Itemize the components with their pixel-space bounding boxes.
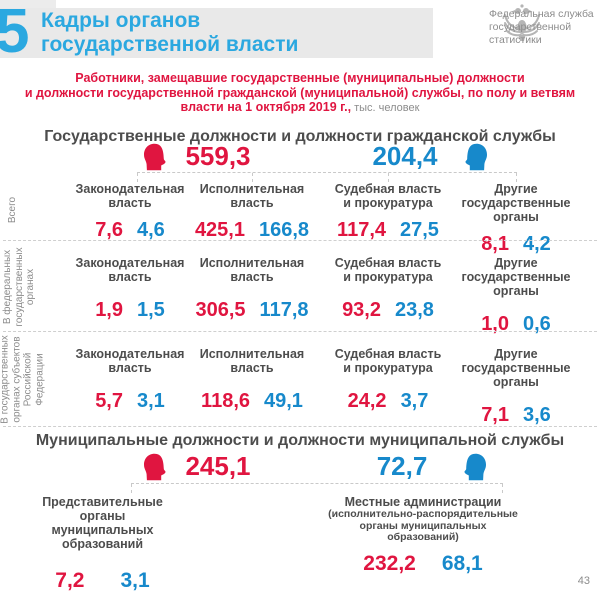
cell-other-regional: Другие государственные органы 7,1 3,6 <box>461 347 571 426</box>
value-men: 4,6 <box>137 219 165 241</box>
double-headed-eagle-icon <box>504 4 540 41</box>
state-bracket <box>137 172 517 182</box>
municipal-group-representative: Представительные органы муниципальных об… <box>42 495 163 592</box>
row-separator <box>3 240 597 241</box>
state-row-total: Законодательная власть 7,6 4,6 Исполнител… <box>0 182 600 255</box>
value-men: 4,2 <box>523 233 551 255</box>
value-women: 7,1 <box>481 404 509 426</box>
value-men: 1,5 <box>137 299 165 321</box>
value-men: 3,1 <box>120 569 150 592</box>
value-men: 68,1 <box>441 551 483 575</box>
state-row-regional: Законодательная власть 5,7 3,1 Исполнител… <box>0 335 600 426</box>
page-number: 43 <box>577 575 590 587</box>
cell-legislative-regional: Законодательная власть 5,7 3,1 <box>75 347 185 412</box>
page-title-line1: Кадры органов <box>41 9 201 32</box>
report-subtitle: Работники, замещавшие государственные (м… <box>0 71 600 116</box>
top-tab-decoration <box>0 0 56 8</box>
cell-judicial-total: Судебная власть и прокуратура 117,4 27,5 <box>334 182 442 241</box>
logo-text-line2: государственной <box>489 21 572 33</box>
value-women: 7,2 <box>55 569 85 592</box>
value-women: 7,6 <box>95 219 123 241</box>
subtitle-units: тыс. человек <box>351 102 420 114</box>
woman-icon <box>144 143 166 171</box>
value-men: 0,6 <box>523 313 551 335</box>
value-women: 306,5 <box>195 299 246 321</box>
subtitle-line3: власти на 1 октября 2019 г., тыс. челове… <box>0 100 600 116</box>
section-separator <box>3 426 597 427</box>
logo-text-line3: статистики <box>489 34 542 46</box>
subtitle-line1: Работники, замещавшие государственные (м… <box>75 71 525 85</box>
header-bar <box>0 8 433 58</box>
value-men: 49,1 <box>264 390 303 412</box>
subtitle-line2: и должности государственной гражданской … <box>24 85 576 100</box>
value-men: 166,8 <box>259 219 310 241</box>
cell-legislative-total: Законодательная власть 7,6 4,6 <box>75 182 185 241</box>
section-number: 5 <box>0 0 30 66</box>
value-men: 27,5 <box>400 219 439 241</box>
value-women: 232,2 <box>363 551 416 575</box>
value-men: 3,1 <box>137 390 165 412</box>
subtitle-date: власти на 1 октября 2019 г., <box>180 100 352 114</box>
municipal-bracket <box>131 483 503 493</box>
row-label-regional: В государственных органах субъектов Росс… <box>0 335 45 424</box>
municipal-group-administrations: Местные администрации (исполнительно-рас… <box>328 495 518 575</box>
value-women: 1,9 <box>95 299 123 321</box>
row-separator <box>3 331 597 332</box>
municipal-total-men: 72,7 <box>376 451 428 481</box>
page-title: Кадры органов государственной власти <box>41 9 298 57</box>
woman-icon <box>144 453 166 481</box>
cell-executive-regional: Исполнительная власть 118,6 49,1 <box>199 347 305 412</box>
cell-judicial-regional: Судебная власть и прокуратура 24,2 3,7 <box>334 347 442 412</box>
cell-executive-total: Исполнительная власть 425,1 166,8 <box>194 182 310 241</box>
state-row-federal: Законодательная власть 1,9 1,5 Исполнител… <box>0 244 600 335</box>
cell-other-federal: Другие государственные органы 1,0 0,6 <box>461 256 571 335</box>
cell-judicial-federal: Судебная власть и прокуратура 93,2 23,8 <box>334 256 442 321</box>
municipal-total-women: 245,1 <box>185 451 251 481</box>
state-total-men: 204,4 <box>372 141 438 171</box>
value-men: 3,7 <box>400 390 429 412</box>
municipal-section-title: Муниципальные должности и должности муни… <box>35 432 565 449</box>
page-title-line2: государственной власти <box>41 33 299 56</box>
value-women: 24,2 <box>347 390 387 412</box>
value-women: 117,4 <box>337 219 386 241</box>
value-men: 3,6 <box>523 404 551 426</box>
state-total-women: 559,3 <box>185 141 251 171</box>
logo-text-line1: Федеральная служба <box>489 8 594 20</box>
man-icon <box>464 453 486 481</box>
value-women: 118,6 <box>201 390 250 412</box>
value-women: 93,2 <box>342 299 381 321</box>
cell-other-total: Другие государственные органы 8,1 4,2 <box>461 182 571 255</box>
man-icon <box>465 143 487 171</box>
value-women: 8,1 <box>481 233 509 255</box>
cell-legislative-federal: Законодательная власть 1,9 1,5 <box>75 256 185 321</box>
value-women: 425,1 <box>194 219 245 241</box>
state-section-title: Государственные должности и должности гр… <box>44 128 556 145</box>
cell-executive-federal: Исполнительная власть 306,5 117,8 <box>195 256 309 321</box>
value-men: 117,8 <box>259 299 309 321</box>
value-women: 5,7 <box>95 390 123 412</box>
logo-text: Федеральная служба государственной стати… <box>489 8 594 47</box>
value-men: 23,8 <box>395 299 434 321</box>
value-women: 1,0 <box>481 313 509 335</box>
